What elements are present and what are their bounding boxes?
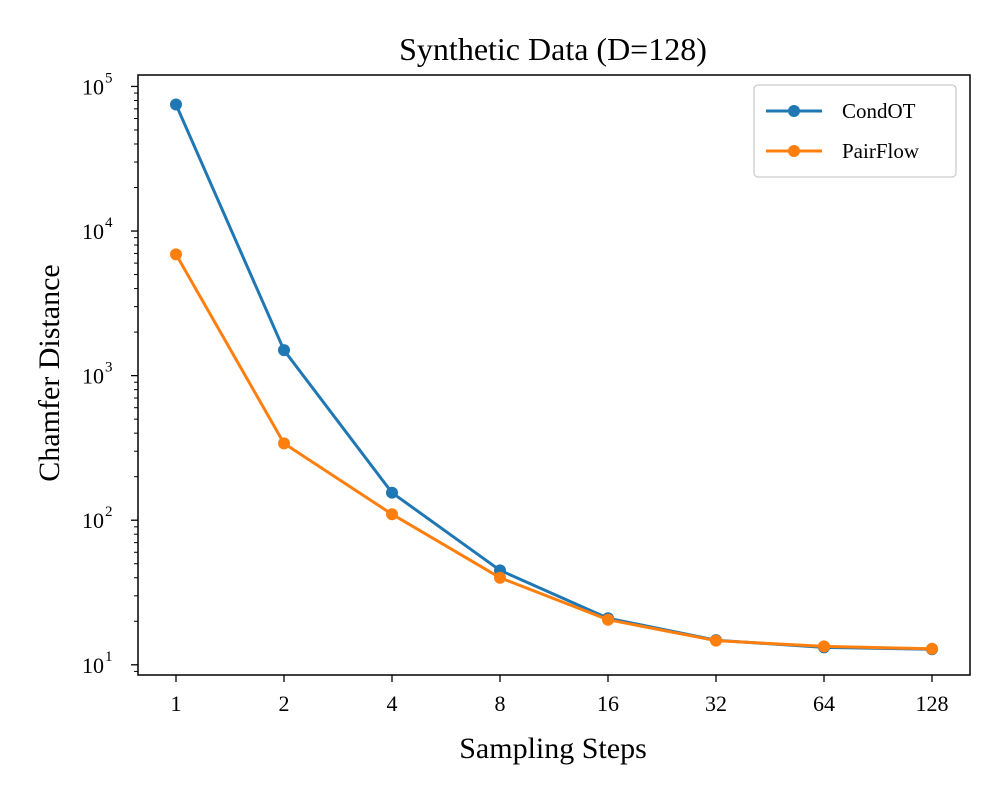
data-point: [710, 634, 722, 647]
series-pairflow: [170, 248, 938, 655]
y-axis-label: Chamfer Distance: [33, 264, 66, 481]
x-tick-label: 2: [279, 691, 290, 716]
data-point: [602, 613, 614, 626]
chart-title: Synthetic Data (D=128): [399, 31, 707, 67]
x-tick-label: 128: [916, 691, 949, 716]
data-point: [386, 486, 398, 499]
data-point: [278, 344, 290, 357]
legend-marker: [788, 105, 800, 117]
x-tick-label: 16: [597, 691, 619, 716]
x-axis-ticks: 1 2 4 8 16 32 64 128: [171, 675, 949, 716]
legend-label: PairFlow: [842, 139, 920, 163]
data-point: [170, 248, 182, 261]
series-line: [174, 253, 933, 651]
y-tick-label-exponent: 1: [105, 649, 113, 665]
x-tick-label: 32: [705, 691, 727, 716]
data-point: [818, 640, 830, 653]
plot-area: [170, 98, 938, 656]
legend-item: CondOT: [766, 99, 916, 123]
series-condot: [170, 98, 938, 656]
y-tick-label-exponent: 5: [105, 70, 113, 86]
y-tick-label-base: 10: [82, 219, 104, 244]
x-tick-label: 1: [171, 691, 182, 716]
data-point: [278, 437, 290, 450]
y-tick-label-base: 10: [82, 653, 104, 678]
legend-marker: [788, 145, 800, 157]
y-tick-label-exponent: 2: [105, 504, 113, 520]
legend-label: CondOT: [842, 99, 916, 123]
data-point: [494, 571, 506, 584]
y-tick-label-exponent: 4: [105, 215, 113, 231]
y-tick-label-base: 10: [82, 364, 104, 389]
data-point: [386, 508, 398, 521]
x-tick-label: 4: [387, 691, 398, 716]
y-tick-label-base: 10: [82, 74, 104, 99]
data-point: [926, 642, 938, 655]
x-tick-label: 64: [813, 691, 835, 716]
legend: CondOT PairFlow: [753, 84, 957, 178]
x-tick-label: 8: [495, 691, 506, 716]
x-axis-label: Sampling Steps: [459, 732, 647, 765]
y-tick-label-base: 10: [82, 508, 104, 533]
legend-box: [753, 84, 957, 178]
y-tick-label-exponent: 3: [105, 360, 113, 376]
legend-item: PairFlow: [766, 139, 920, 163]
series-line: [174, 103, 933, 651]
data-point: [170, 98, 182, 111]
